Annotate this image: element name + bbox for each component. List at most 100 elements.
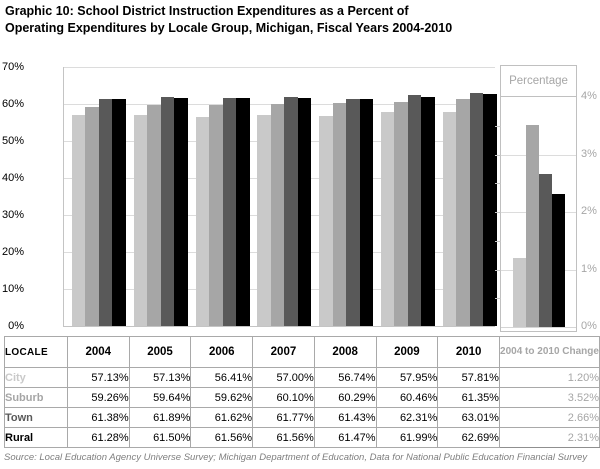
bar-rural-2007 — [297, 98, 312, 326]
side-panel-title: Percentage — [501, 66, 576, 97]
table-cell: 59.64% — [128, 387, 192, 408]
instruction-expenditures-bar-chart — [63, 67, 497, 327]
table-cell: 57.13% — [66, 367, 130, 388]
bar-rural-2005 — [174, 98, 188, 326]
table-cell: 63.01% — [437, 407, 500, 428]
column-header: 2008 — [313, 336, 377, 368]
column-header: 2006 — [190, 336, 254, 368]
y-axis-label: 60% — [1, 98, 24, 110]
y-axis-label: 40% — [1, 172, 24, 184]
table-cell: 61.38% — [66, 407, 130, 428]
bar-town-2010 — [469, 92, 484, 326]
table-row-town: Town 61.38% 61.89% 61.62% 61.77% 61.43% 62.31%… — [4, 407, 600, 428]
table-cell: 61.50% — [128, 427, 192, 448]
axis-tick — [495, 183, 501, 185]
table-cell: 61.47% — [313, 427, 377, 448]
percentage-axis-label: 0% — [581, 320, 597, 332]
bar-town-2004 — [98, 98, 113, 326]
axis-tick — [495, 269, 501, 271]
table-cell: 61.28% — [66, 427, 130, 448]
column-header: 2007 — [252, 336, 315, 368]
bar-suburb-2009 — [394, 102, 408, 326]
table-cell: 57.00% — [252, 367, 315, 388]
change-cell: 2.66% — [498, 407, 600, 428]
bar-suburb-2007 — [270, 103, 285, 326]
change-cell: 1.20% — [498, 367, 600, 388]
percentage-axis-label: 3% — [581, 147, 597, 160]
bar-rural-2006 — [236, 98, 250, 326]
percentage-axis-label: 4% — [581, 90, 597, 102]
table-cell: 57.13% — [128, 367, 192, 388]
axis-tick — [495, 125, 501, 127]
bar-town-2007 — [284, 97, 298, 326]
change-bar-town — [539, 174, 552, 327]
column-header: 2010 — [437, 336, 500, 368]
y-axis-label: 10% — [1, 283, 24, 295]
change-bar-city — [513, 258, 526, 327]
table-row-city: City 57.13% 57.13% 56.41% 57.00% 56.74% 57.95%… — [4, 367, 600, 388]
bar-city-2006 — [195, 117, 209, 326]
bar-city-2004 — [71, 114, 86, 326]
table-row-suburb: Suburb 59.26% 59.64% 59.62% 60.10% 60.29% 60.4… — [4, 387, 600, 408]
table-cell: 59.62% — [190, 387, 254, 408]
y-axis-label: 30% — [1, 209, 24, 221]
table-cell: 56.74% — [313, 367, 377, 388]
bar-suburb-2005 — [147, 105, 161, 326]
table-cell: 61.89% — [128, 407, 192, 428]
chart-title-line2: Operating Expenditures by Locale Group, … — [5, 21, 453, 35]
y-axis-label: 70% — [1, 61, 24, 73]
chart-title: Graphic 10: School District Instruction … — [5, 3, 590, 37]
bar-rural-2008 — [359, 98, 374, 326]
bar-rural-2009 — [421, 96, 435, 326]
chart-title-line1: Graphic 10: School District Instruction … — [5, 4, 409, 18]
row-label: Town — [4, 407, 68, 428]
change-bar-rural — [552, 194, 565, 327]
axis-tick — [495, 240, 501, 242]
table-cell: 59.26% — [66, 387, 130, 408]
table-cell: 61.56% — [252, 427, 315, 448]
bar-suburb-2006 — [209, 105, 223, 326]
column-header: 2005 — [128, 336, 192, 368]
axis-tick — [495, 154, 501, 156]
change-cell: 2.31% — [498, 427, 600, 448]
table-cell: 60.29% — [313, 387, 377, 408]
row-label: Suburb — [4, 387, 68, 408]
column-header: LOCALE — [4, 336, 68, 368]
table-cell: 61.62% — [190, 407, 254, 428]
bar-town-2009 — [407, 95, 422, 326]
bar-city-2010 — [442, 112, 457, 326]
table-cell: 61.43% — [313, 407, 377, 428]
bar-city-2008 — [319, 116, 333, 326]
axis-tick — [495, 212, 501, 213]
table-row-rural: Rural 61.28% 61.50% 61.56% 61.56% 61.47% 61.99… — [4, 427, 600, 448]
table-cell: 61.99% — [375, 427, 439, 448]
bar-town-2005 — [160, 97, 175, 326]
gridline-70 — [64, 67, 495, 68]
percentage-axis-label: 2% — [581, 205, 597, 217]
y-axis-label: 20% — [1, 246, 24, 258]
column-header: 2004 to 2010 Change — [498, 336, 600, 368]
table-cell: 61.77% — [252, 407, 315, 428]
bar-rural-2004 — [112, 99, 126, 326]
percentage-axis-label: 1% — [581, 262, 597, 275]
bar-town-2008 — [346, 98, 360, 326]
table-cell: 61.35% — [437, 387, 500, 408]
bar-city-2005 — [133, 114, 148, 326]
bar-city-2007 — [257, 115, 271, 326]
table-cell: 60.10% — [252, 387, 315, 408]
column-header: 2004 — [66, 336, 130, 368]
y-axis-label: 50% — [1, 135, 24, 147]
row-label: Rural — [4, 427, 68, 448]
table-cell: 56.41% — [190, 367, 254, 388]
percentage-change-bar-chart — [495, 97, 576, 328]
bar-rural-2010 — [483, 94, 497, 326]
bar-suburb-2004 — [85, 106, 99, 326]
bar-suburb-2010 — [456, 99, 470, 326]
bar-city-2009 — [380, 111, 395, 326]
table-cell: 62.69% — [437, 427, 500, 448]
axis-tick — [495, 298, 501, 300]
table-header-row: LOCALE 2004 2005 2006 2007 2008 2009 2010 2004 t… — [4, 336, 600, 368]
source-note: Source: Local Education Agency Universe … — [4, 452, 588, 463]
bar-suburb-2008 — [332, 102, 347, 326]
